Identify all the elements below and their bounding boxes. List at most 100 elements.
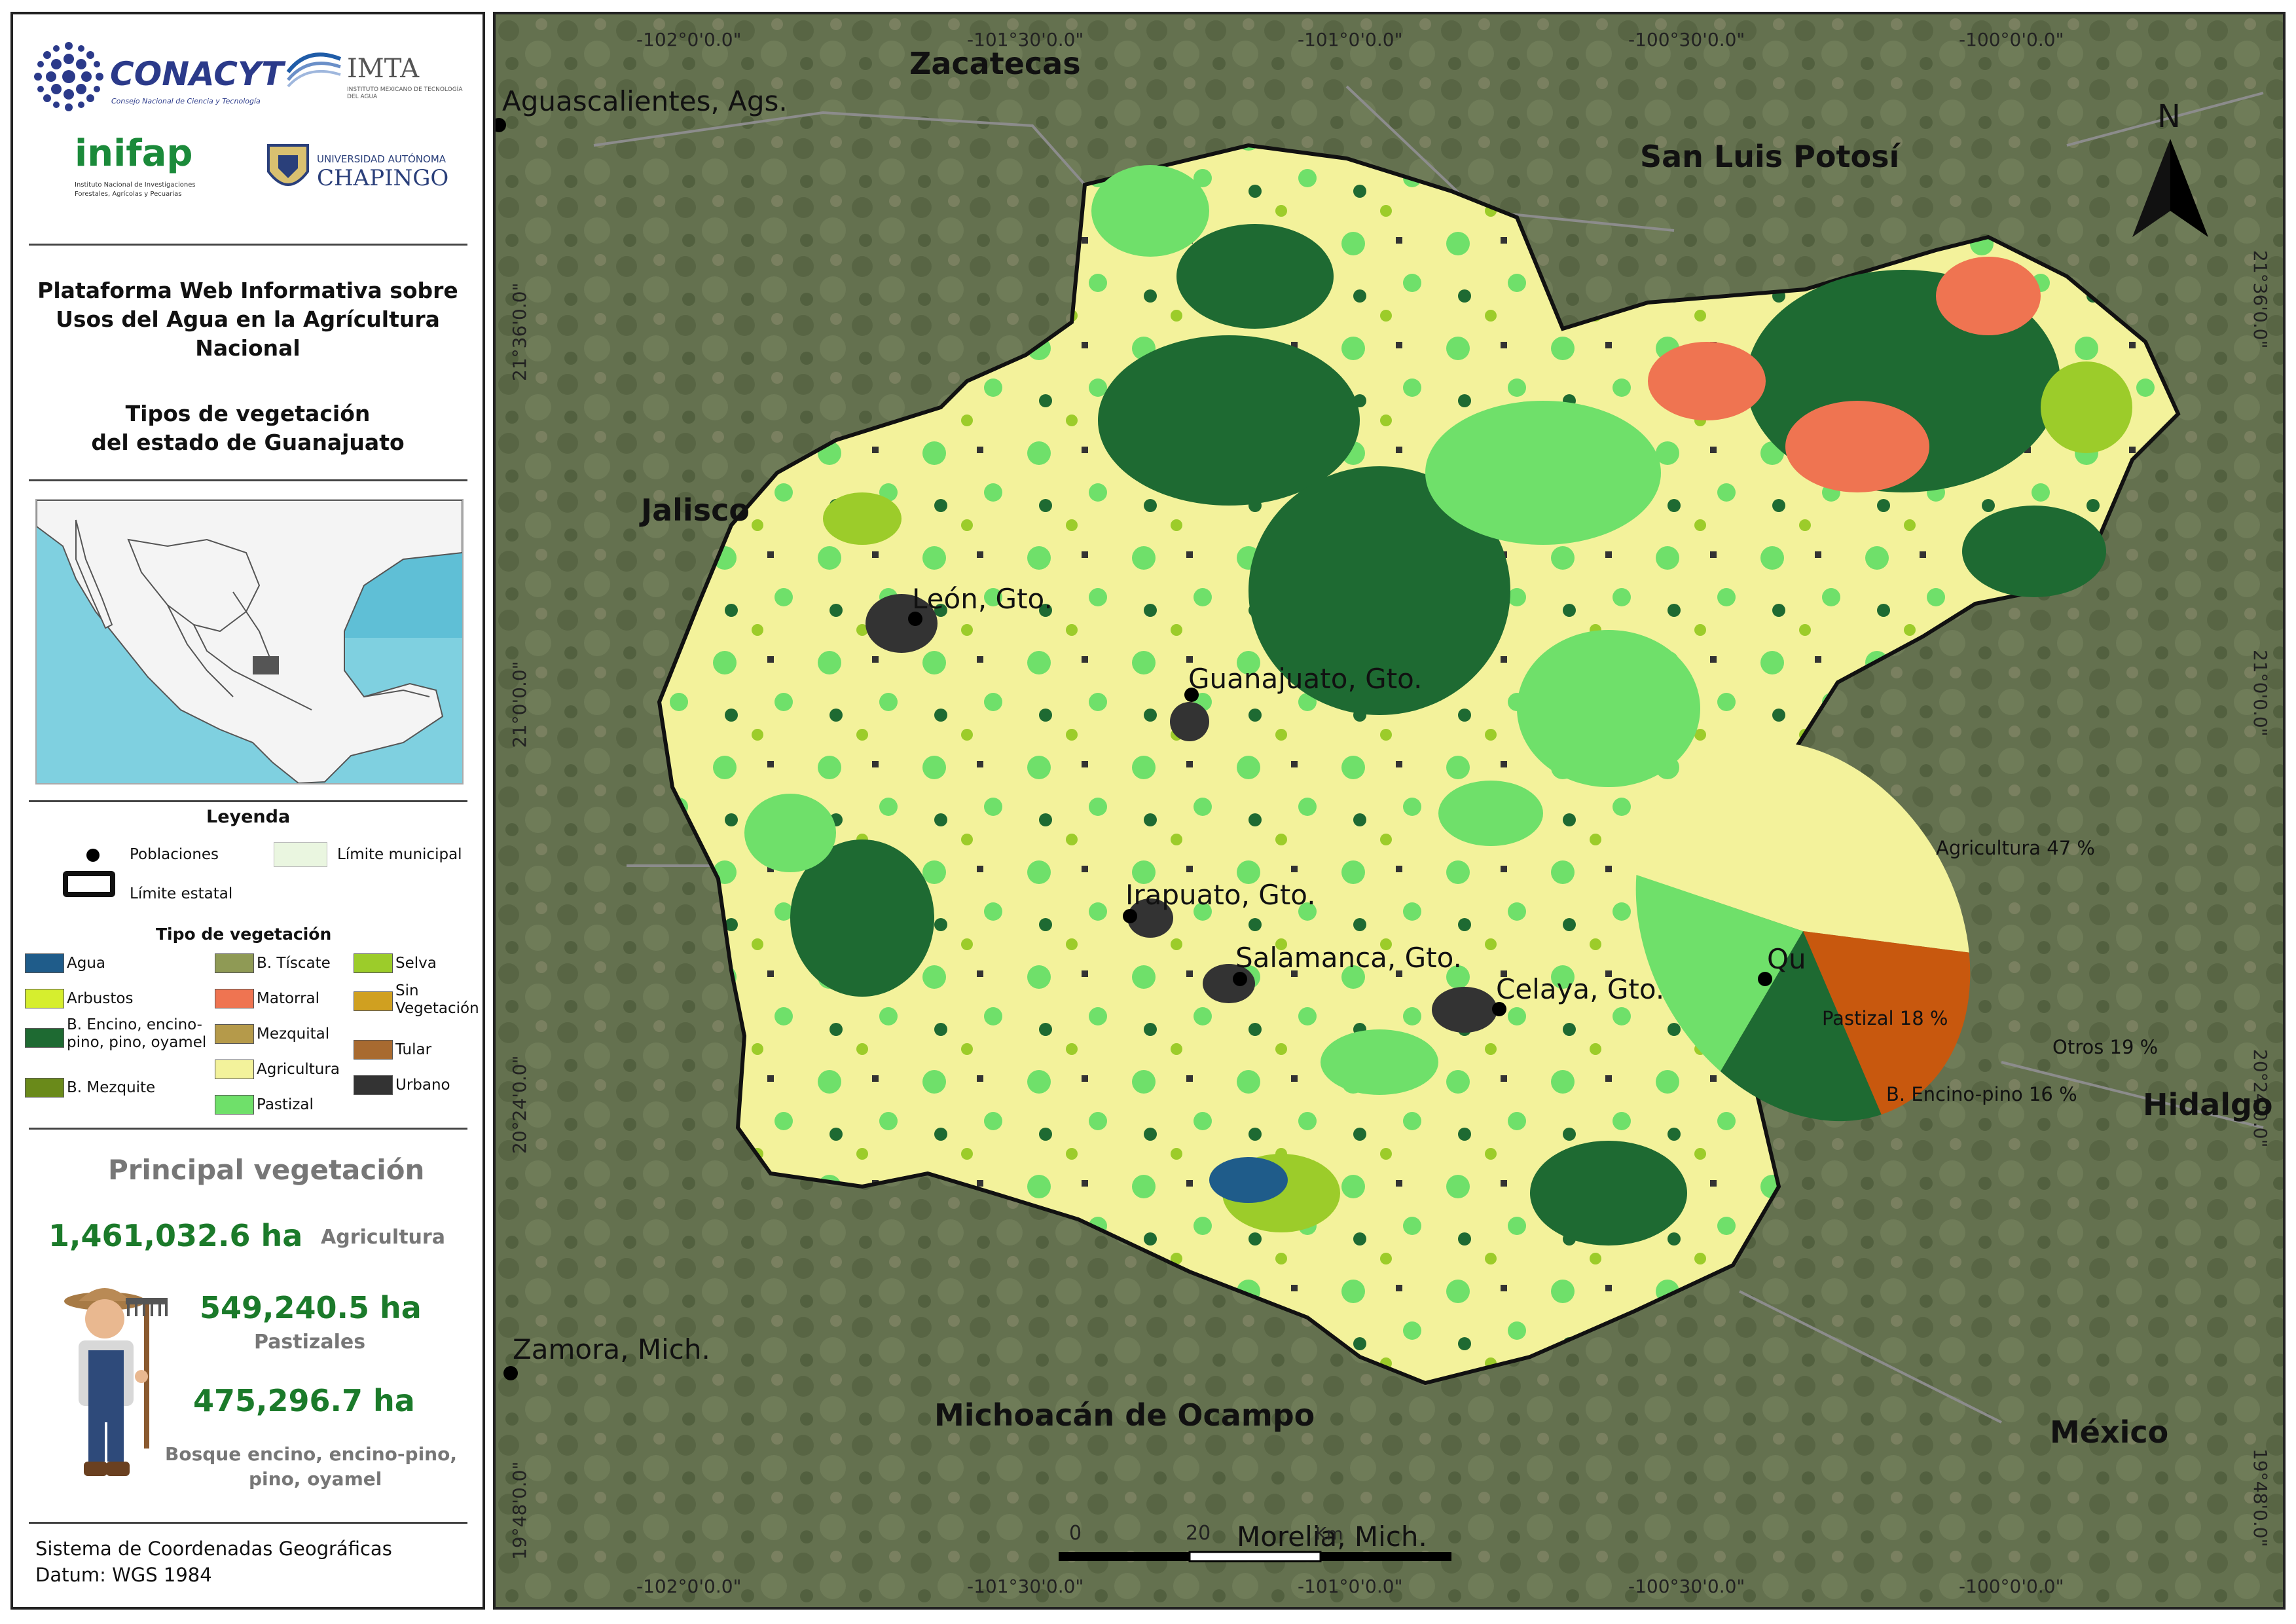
divider — [29, 800, 467, 802]
city-dot-leon — [908, 612, 922, 626]
swatch-sin-vegetacion — [354, 991, 393, 1011]
swatch-agua — [25, 953, 64, 973]
coord-bottom-5: -100°0'0.0" — [1959, 1576, 2064, 1597]
legend-limite-estatal: Límite estatal — [130, 885, 233, 902]
imta-subtitle: INSTITUTO MEXICANO DE TECNOLOGÍA DEL AGU… — [347, 86, 463, 100]
legend-matorral: Matorral — [257, 990, 320, 1007]
bosque-value: 475,296.7 ha — [193, 1383, 415, 1418]
legend-tular: Tular — [395, 1041, 432, 1058]
city-zamora: Zamora, Mich. — [513, 1333, 710, 1365]
swatch-bosque-encino — [25, 1028, 64, 1048]
swatch-mezquital — [215, 1024, 254, 1044]
city-dot-celaya — [1492, 1002, 1506, 1016]
legend-selva: Selva — [395, 955, 437, 972]
legend-sin-vegetacion: Sin Vegetación — [395, 982, 479, 1017]
state-mexico: México — [2050, 1414, 2169, 1450]
swatch-tiscate — [215, 953, 254, 973]
pie-slice-2 — [1720, 931, 1882, 1122]
limite-municipal-swatch — [274, 842, 327, 867]
coord-left-4: 19°48'0.0" — [509, 1461, 530, 1560]
agricultura-value: 1,461,032.6 ha — [48, 1218, 303, 1253]
state-san-luis-potosi: San Luis Potosí — [1640, 139, 1900, 174]
coord-left-3: 20°24'0.0" — [509, 1055, 530, 1154]
divider — [29, 1128, 467, 1130]
swatch-agricultura — [215, 1060, 254, 1079]
city-dot-irapuato — [1123, 909, 1137, 923]
pie-label-pastizal: Pastizal 18 % — [1822, 1007, 1948, 1029]
pie-label-encino: B. Encino-pino 16 % — [1886, 1083, 2077, 1105]
city-salamanca: Salamanca, Gto. — [1235, 942, 1462, 974]
coord-bottom-4: -100°30'0.0" — [1628, 1576, 1745, 1597]
divider — [29, 1522, 467, 1524]
coord-bottom-2: -101°30'0.0" — [967, 1576, 1084, 1597]
info-panel: CONACYT Consejo Nacional de Ciencia y Te… — [10, 12, 485, 1610]
pie-label-otros: Otros 19 % — [2052, 1036, 2159, 1058]
map-canvas — [496, 14, 2283, 1607]
legend-bosque-encino: B. Encino, encino-pino, pino, oyamel — [67, 1016, 207, 1051]
coord-top-4: -100°30'0.0" — [1628, 29, 1745, 50]
coordinate-system: Sistema de Coordenadas Geográficas — [35, 1538, 392, 1560]
city-aguascalientes: Aguascalientes, Ags. — [502, 85, 788, 117]
swatch-tular — [354, 1040, 393, 1060]
bosque-label-2: pino, oyamel — [249, 1468, 382, 1490]
vegetation-pie-chart — [1635, 741, 1971, 1122]
city-guanajuato: Guanajuato, Gto. — [1188, 663, 1423, 695]
coord-right-1: 21°36'0.0" — [2250, 250, 2271, 349]
state-jalisco: Jalisco — [641, 492, 750, 528]
vegetation-type-title: Tipo de vegetación — [156, 925, 332, 944]
coord-right-4: 19°48'0.0" — [2250, 1449, 2271, 1547]
swatch-arbustos — [25, 989, 64, 1008]
map-title: Tipos de vegetación del estado de Guanaj… — [91, 401, 405, 455]
coord-left-1: 21°36'0.0" — [509, 282, 530, 381]
legend-mezquital: Mezquital — [257, 1025, 330, 1043]
scale-zero: 0 — [1069, 1522, 1082, 1545]
legend-poblaciones: Poblaciones — [130, 846, 219, 863]
pie-slice-0 — [1636, 741, 1969, 953]
city-dot-guanajuato — [1184, 688, 1199, 702]
city-celaya: Celaya, Gto. — [1496, 973, 1665, 1005]
agricultura-label: Agricultura — [321, 1226, 445, 1249]
chapingo-subtitle: UNIVERSIDAD AUTÓNOMA — [317, 153, 446, 165]
state-zacatecas: Zacatecas — [909, 46, 1081, 81]
coord-top-5: -100°0'0.0" — [1959, 29, 2064, 50]
coord-bottom-3: -101°0'0.0" — [1298, 1576, 1403, 1597]
limite-estatal-swatch — [63, 871, 115, 897]
pie-slice-1 — [1803, 931, 1971, 1115]
imta-logo: IMTA INSTITUTO MEXICANO DE TECNOLOGÍA DE… — [282, 46, 465, 111]
legend-urbano: Urbano — [395, 1077, 450, 1094]
city-dot-salamanca — [1233, 972, 1247, 986]
guanajuato-highlight — [253, 656, 279, 674]
conacyt-subtitle: Consejo Nacional de Ciencia y Tecnología — [111, 97, 261, 105]
pie-label-agricultura: Agricultura 47 % — [1936, 837, 2095, 859]
north-arrow-icon — [2132, 139, 2208, 237]
legend-agua: Agua — [67, 955, 106, 972]
imta-wave-icon — [286, 52, 342, 88]
scale-bar — [1059, 1551, 1451, 1562]
poblaciones-legend-dot — [86, 849, 100, 862]
pie-slice-3 — [1635, 874, 1803, 1072]
coord-top-2: -101°30'0.0" — [967, 29, 1084, 50]
city-dot-aguascalientes — [496, 118, 506, 132]
chapingo-shield-icon — [267, 144, 309, 186]
swatch-selva — [354, 953, 393, 973]
imta-wordmark: IMTA — [347, 54, 420, 84]
coord-bottom-1: -102°0'0.0" — [636, 1576, 742, 1597]
legend-tiscate: B. Tíscate — [257, 955, 331, 972]
divider — [29, 244, 467, 246]
inifap-wordmark: inifap — [75, 132, 193, 175]
legend-arbustos: Arbustos — [67, 990, 134, 1007]
legend-pastizal: Pastizal — [257, 1096, 314, 1113]
principal-title: Principal vegetación — [108, 1154, 425, 1186]
legend-mezquite: B. Mezquite — [67, 1079, 156, 1096]
locator-map — [35, 499, 464, 784]
chapingo-wordmark: CHAPINGO — [317, 165, 449, 191]
city-dot-zamora — [503, 1366, 518, 1380]
coord-left-2: 21°0'0.0" — [509, 661, 530, 748]
scale-unit: Km — [1315, 1524, 1343, 1544]
map-frame: -102°0'0.0" -101°30'0.0" -101°0'0.0" -10… — [493, 12, 2286, 1610]
conacyt-logo: CONACYT Consejo Nacional de Ciencia y Te… — [33, 41, 283, 113]
coord-top-1: -102°0'0.0" — [636, 29, 742, 50]
legend-title: Leyenda — [206, 807, 291, 827]
coord-right-2: 21°0'0.0" — [2250, 650, 2271, 737]
datum: Datum: WGS 1984 — [35, 1564, 212, 1586]
